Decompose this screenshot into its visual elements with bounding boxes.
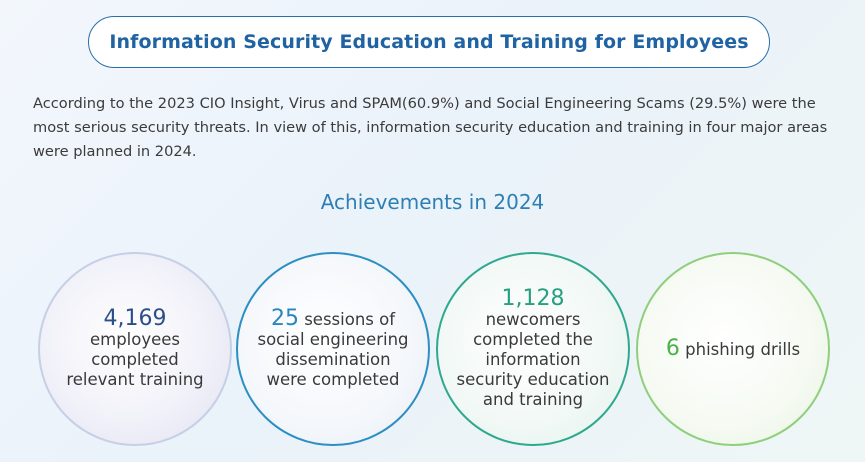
intro-paragraph: According to the 2023 CIO Insight, Virus… [33,95,828,160]
achievement-label: sessions of [298,309,396,329]
page-title: Information Security Education and Train… [109,31,749,53]
title-banner: Information Security Education and Train… [88,16,770,68]
achievement-label: completed [91,349,179,369]
achievement-number: 6 [665,335,680,361]
achievement-text: 6 phishing drills [648,335,818,361]
achievement-label: security education [456,369,610,389]
achievement-label: dissemination [275,349,391,369]
achievement-circle-newcomers: 1,128 newcomers completed the informatio… [436,252,630,446]
achievement-number: 1,128 [501,285,565,311]
achievement-number: 25 [270,305,299,331]
achievement-circle-social-engineering: 25 sessions of social engineering dissem… [236,252,430,446]
achievement-label: information [485,349,581,369]
achievement-number: 4,169 [103,305,167,331]
achievement-label: social engineering [257,329,409,349]
achievement-label: phishing drills [679,339,801,359]
achievement-circle-phishing: 6 phishing drills [636,252,830,446]
achievement-label: relevant training [66,369,204,389]
achievement-label: completed the [473,329,593,349]
achievements-heading: Achievements in 2024 [320,190,545,214]
achievement-circle-training: 4,169 employees completed relevant train… [38,252,232,446]
achievement-label: employees [89,329,181,349]
achievement-text: 25 sessions of social engineering dissem… [239,305,426,390]
achievement-label: were completed [266,369,400,389]
achievement-label: newcomers [485,309,581,329]
achievement-text: 1,128 newcomers completed the informatio… [438,285,628,410]
achievement-label: and training [482,389,584,409]
achievement-text: 4,169 employees completed relevant train… [40,305,230,390]
